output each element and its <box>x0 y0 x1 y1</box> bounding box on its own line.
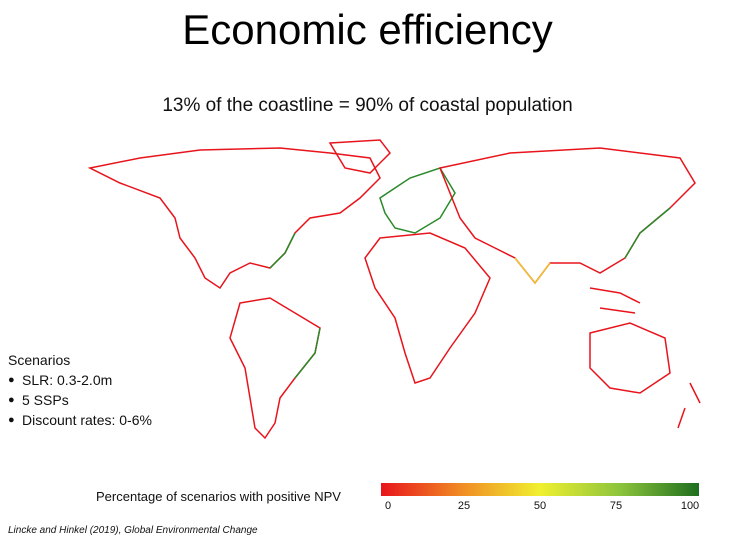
slide-title: Economic efficiency <box>182 6 553 53</box>
north-america-land <box>88 147 381 289</box>
scenario-item: ● SLR: 0.3-2.0m <box>8 372 113 388</box>
south-asia-coast <box>514 257 551 285</box>
legend-label: Percentage of scenarios with positive NP… <box>96 489 341 504</box>
europe-coast <box>379 167 456 234</box>
australia-land <box>589 322 671 394</box>
greenland-coast <box>328 139 391 174</box>
scenarios-heading: Scenarios <box>8 352 71 368</box>
citation: Lincke and Hinkel (2019), Global Environ… <box>8 525 258 536</box>
legend-tick: 0 <box>384 500 392 512</box>
scenarios-box: Scenarios ● SLR: 0.3-2.0m ● 5 SSPs ● Discou… <box>8 350 152 430</box>
bullet-icon: ● <box>8 394 15 406</box>
south-america-coast <box>229 297 321 440</box>
world-map <box>87 139 701 440</box>
slide-subtitle: 13% of the coastline = 90% of coastal po… <box>162 95 573 116</box>
east-asia-coast <box>624 207 671 259</box>
scenarios-list: ● SLR: 0.3-2.0m ● 5 SSPs ● Discount rates: … <box>8 370 152 430</box>
legend-tick: 50 <box>533 500 547 512</box>
south-america-land <box>229 297 321 439</box>
bullet-icon: ● <box>8 374 15 386</box>
legend-tick: 100 <box>680 500 700 512</box>
australia-coast <box>589 322 671 394</box>
legend-tick: 25 <box>457 500 471 512</box>
scenario-item: ● Discount rates: 0-6% <box>8 412 152 428</box>
new-zealand-coast <box>677 382 701 429</box>
indonesia-coast <box>589 287 641 314</box>
bullet-icon: ● <box>8 414 15 426</box>
scenario-item: ● 5 SSPs <box>8 392 69 408</box>
africa-coast <box>364 232 491 384</box>
brazil-coast <box>294 327 321 379</box>
us-east-coast <box>269 232 296 269</box>
legend-tick: 75 <box>609 500 623 512</box>
country-borders <box>88 139 696 439</box>
coastline-npv <box>87 139 701 440</box>
asia-coast <box>438 147 696 285</box>
legend-color-bar <box>381 483 699 496</box>
